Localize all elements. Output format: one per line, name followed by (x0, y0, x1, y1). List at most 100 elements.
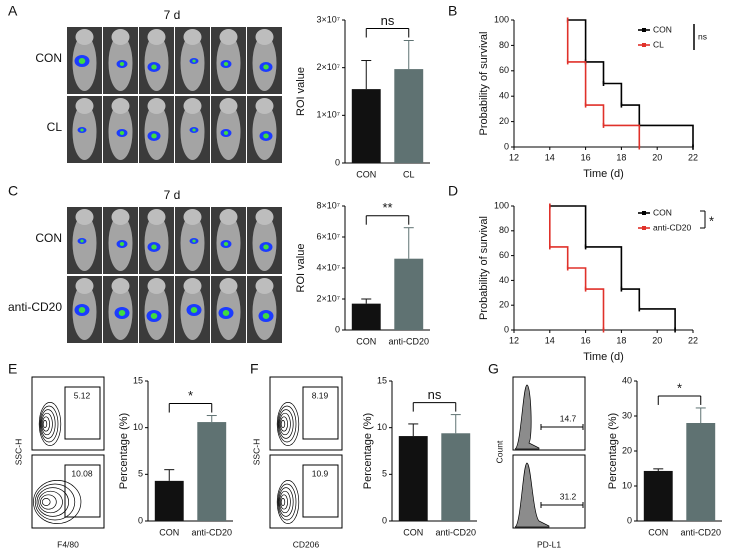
y-tick-label: 1×10⁷ (316, 110, 340, 120)
legend-item: CON (653, 24, 672, 34)
flow-xlabel: CD206 (293, 539, 320, 549)
signal-inner (190, 307, 198, 313)
y-tick-label: 5 (382, 469, 387, 479)
mouse-head (75, 98, 94, 114)
flow-xlabel: PD-L1 (537, 539, 561, 549)
mouse-head (147, 29, 166, 45)
contour (42, 420, 48, 428)
x-tick-label: anti-CD20 (191, 527, 232, 537)
bar (351, 89, 381, 163)
y-axis-label: ROI value (295, 67, 307, 116)
contour (280, 498, 286, 506)
flow-ylabel: Count (494, 440, 504, 463)
signal-inner (78, 58, 86, 64)
bar (398, 436, 428, 521)
flow-plot (31, 376, 105, 451)
contour (280, 494, 288, 510)
gate-value: 31.2 (560, 491, 577, 501)
y-tick-label: 30 (622, 410, 632, 420)
mouse-head (219, 278, 238, 294)
survival-line (567, 19, 694, 147)
y-tick-label: 0 (627, 515, 632, 525)
y-axis-label: Probability of survival (478, 216, 490, 320)
histogram (514, 384, 540, 450)
y-tick-label: 20 (499, 116, 509, 126)
x-tick-label: CON (356, 336, 376, 346)
contour (279, 490, 291, 514)
bar (154, 480, 184, 521)
x-tick-label: 14 (545, 152, 555, 162)
survival-line (549, 206, 605, 330)
signal-inner (118, 310, 126, 316)
mouse-head (255, 209, 274, 225)
legend-marker (642, 43, 646, 47)
signal-inner (151, 244, 157, 250)
signal-inner (263, 133, 269, 139)
panel-label: C (8, 183, 18, 199)
panel-label: G (488, 361, 499, 377)
signal-inner (150, 313, 158, 319)
histogram (514, 462, 550, 528)
contour (42, 416, 50, 432)
contour (40, 494, 57, 510)
y-tick-label: 2×10⁷ (316, 293, 340, 303)
mouse-head (183, 278, 202, 294)
y-tick-label: 2×10⁷ (316, 62, 340, 72)
x-tick-label: 20 (652, 152, 662, 162)
mouse-head (147, 209, 166, 225)
signal-inner (192, 239, 196, 243)
x-tick-label: CON (159, 527, 179, 537)
signal-inner (192, 59, 196, 63)
bar (686, 423, 716, 521)
x-axis-label: Time (d) (583, 351, 624, 363)
flow-plot (269, 376, 343, 451)
x-tick-label: CON (403, 527, 423, 537)
mouse-head (111, 98, 130, 114)
y-tick-label: 100 (494, 200, 509, 210)
survival-line (566, 20, 641, 147)
legend-item: CON (653, 207, 672, 217)
bar (394, 69, 424, 163)
y-tick-label: 3×10⁷ (316, 14, 340, 24)
mouse-head (183, 29, 202, 45)
flow-plot (269, 454, 343, 529)
signal-inner (223, 62, 229, 66)
gate-value: 10.9 (312, 468, 329, 478)
flow-xlabel: F4/80 (57, 539, 79, 549)
gate (64, 386, 101, 440)
x-tick-label: 18 (616, 152, 626, 162)
y-tick-label: 15 (377, 375, 387, 385)
y-tick-label: 80 (499, 40, 509, 50)
y-tick-label: 10 (133, 422, 143, 432)
y-tick-label: 40 (499, 91, 509, 101)
contour (36, 487, 69, 517)
mouse-head (75, 278, 94, 294)
signal-inner (262, 313, 270, 319)
x-tick-label: 22 (688, 152, 698, 162)
signal-inner (263, 244, 269, 250)
signal-inner (263, 64, 269, 70)
mouse-head (75, 29, 94, 45)
mouse-head (219, 209, 238, 225)
x-tick-label: anti-CD20 (435, 527, 476, 537)
y-tick-label: 80 (499, 225, 509, 235)
x-tick-label: 20 (652, 335, 662, 345)
y-tick-label: 40 (622, 375, 632, 385)
contour (277, 405, 297, 443)
mouse-head (111, 29, 130, 45)
y-tick-label: 100 (494, 14, 509, 24)
panel-label: E (8, 361, 17, 377)
contour (276, 402, 300, 446)
signal-inner (119, 131, 125, 135)
gate-value: 14.7 (560, 413, 577, 423)
mouse-head (111, 209, 130, 225)
mouse-head (75, 209, 94, 225)
panel-label: F (250, 361, 259, 377)
y-tick-label: 6×10⁷ (316, 231, 340, 241)
significance: ns (698, 31, 707, 41)
legend-marker (642, 211, 646, 215)
y-tick-label: 20 (499, 300, 509, 310)
bar (394, 258, 424, 330)
legend-item: anti-CD20 (653, 222, 692, 232)
